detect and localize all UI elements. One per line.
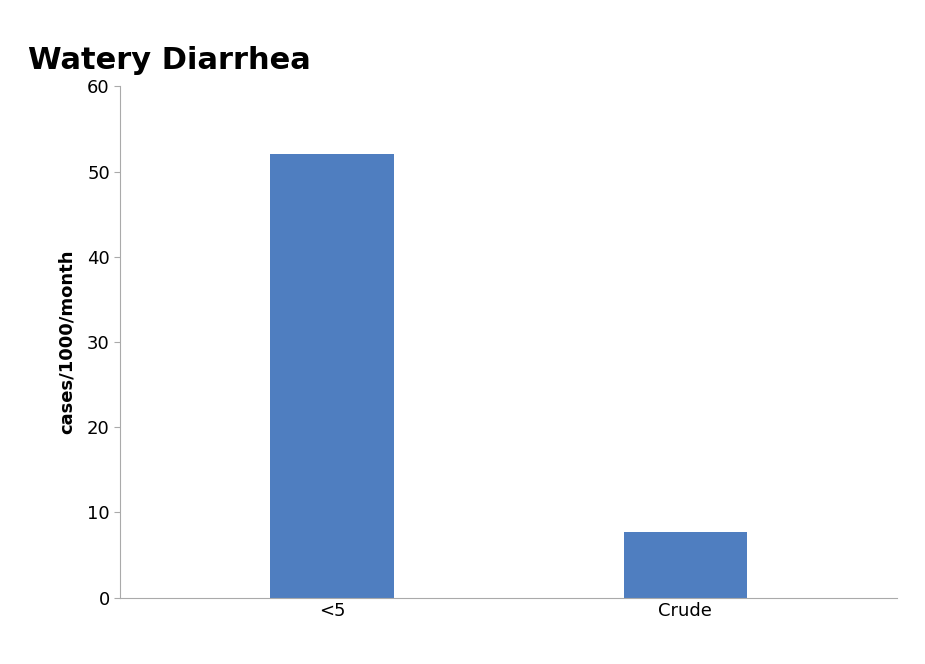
Bar [623,532,747,598]
Y-axis label: cases/1000/month: cases/1000/month [58,250,76,434]
Text: Watery Diarrhea: Watery Diarrhea [28,46,311,76]
Bar [270,155,394,598]
